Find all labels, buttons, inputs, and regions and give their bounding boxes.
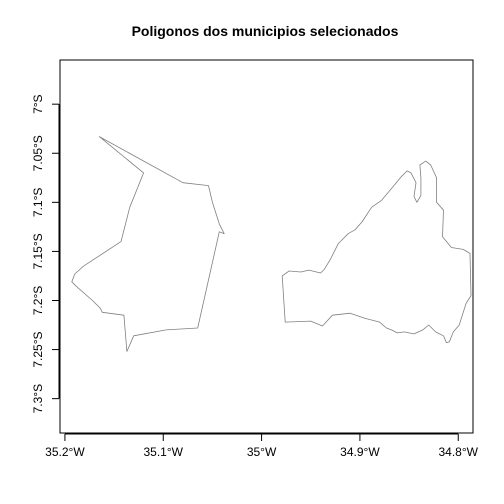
x-tick-label: 35.2°W	[45, 445, 85, 459]
map-title: Poligonos dos municipios selecionados	[132, 23, 399, 39]
y-tick-label: 7.2°S	[31, 286, 45, 315]
x-tick-label: 35.1°W	[144, 445, 184, 459]
municipality-polygons	[71, 136, 472, 352]
y-tick-label: 7°S	[31, 94, 45, 113]
municipality-polygon-1	[71, 136, 225, 352]
x-axis: 35.2°W 35.1°W 35°W 34.9°W 34.8°W	[45, 433, 479, 459]
y-tick-label: 7.05°S	[31, 135, 45, 171]
x-tick-label: 35°W	[247, 445, 277, 459]
y-tick-label: 7.1°S	[31, 188, 45, 217]
x-tick-label: 34.9°W	[340, 445, 380, 459]
y-tick-label: 7.3°S	[31, 384, 45, 413]
x-tick-label: 34.8°W	[439, 445, 479, 459]
y-tick-label: 7.15°S	[31, 233, 45, 269]
y-axis: 7°S 7.05°S 7.1°S 7.15°S 7.2°S 7.25°S 7.3°S	[31, 94, 60, 413]
municipality-polygon-2	[281, 160, 472, 344]
y-tick-label: 7.25°S	[31, 331, 45, 367]
plot-frame	[59, 59, 474, 434]
